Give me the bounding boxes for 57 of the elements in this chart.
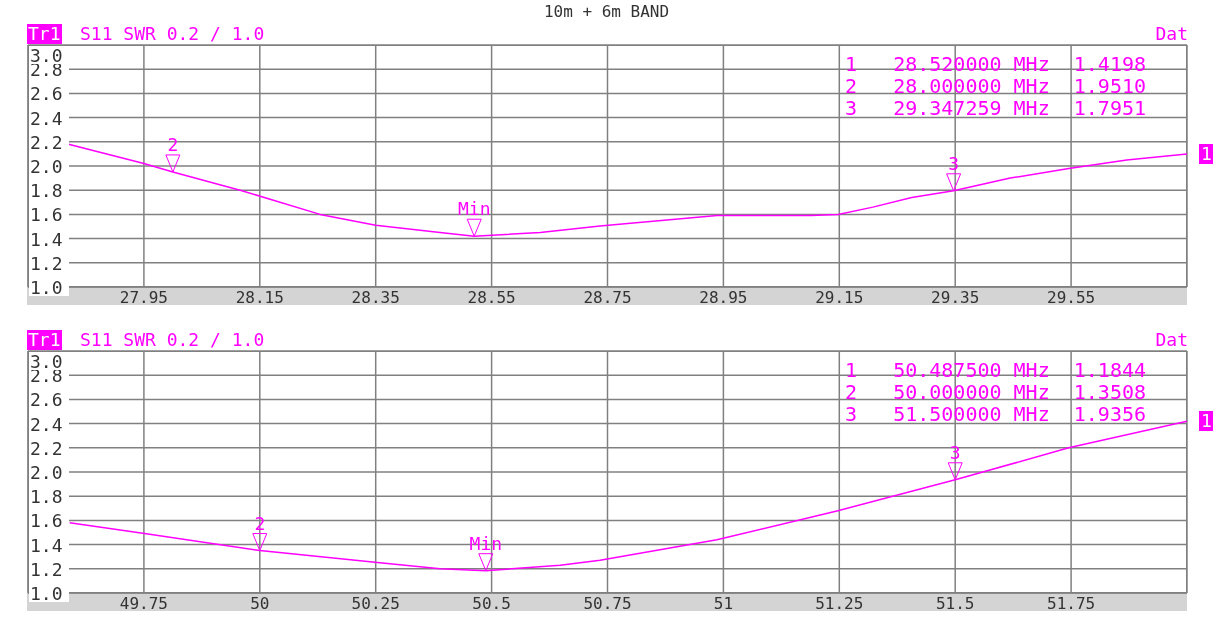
annotation: Min xyxy=(469,532,503,554)
y-tick-label: 1.8 xyxy=(30,180,63,202)
text: 1 xyxy=(1199,410,1213,432)
annotation: 2 xyxy=(254,512,266,534)
text: Dat xyxy=(1155,329,1188,350)
x-tick-label: 28.95 xyxy=(699,288,748,308)
text: Tr1 xyxy=(27,23,62,44)
x-tick-label: 29.15 xyxy=(815,288,864,308)
y-tick-label: 2.0 xyxy=(30,462,63,483)
y-tick-label: 1.0 xyxy=(30,583,63,604)
y-tick-label: 2.4 xyxy=(30,107,63,129)
x-tick-label: 50.75 xyxy=(583,594,632,614)
annotation: Min xyxy=(457,198,491,220)
annotation: 3 29.347259 MHz 1.7951 xyxy=(845,96,1147,120)
x-tick-label: 50 xyxy=(250,594,270,614)
annotation: 3 xyxy=(948,152,960,174)
x-tick-label: 28.55 xyxy=(467,288,516,308)
x-tick-label: 50.25 xyxy=(351,594,400,614)
text: Dat xyxy=(1155,23,1188,44)
x-tick-label: 28.35 xyxy=(351,288,400,308)
x-tick-label: 29.35 xyxy=(931,288,980,308)
annotation: 1 28.520000 MHz 1.4198 xyxy=(845,52,1147,76)
y-tick-label: 1.4 xyxy=(30,228,63,250)
y-tick-label: 2.2 xyxy=(30,131,63,153)
x-tick-label: 51.25 xyxy=(815,594,864,614)
chart-title: 10m + 6m BAND xyxy=(542,2,671,21)
text: S11 SWR 0.2 / 1.0 xyxy=(80,23,265,44)
text: S11 SWR 0.2 / 1.0 xyxy=(80,329,265,350)
x-tick-label: 51.5 xyxy=(935,594,975,614)
x-tick-label: 27.95 xyxy=(119,288,168,308)
x-tick-label: 28.15 xyxy=(235,288,284,308)
y-tick-label: 2.4 xyxy=(30,413,63,435)
annotation: 3 xyxy=(949,441,961,463)
x-tick-label: 50.5 xyxy=(472,594,511,614)
y-tick-label: 1.6 xyxy=(30,204,63,226)
y-tick-label: 1.4 xyxy=(30,534,63,556)
x-tick-label: 29.55 xyxy=(1047,288,1096,308)
annotation: 2 xyxy=(167,133,179,155)
y-tick-label: 2.0 xyxy=(30,156,63,177)
text: Tr1 xyxy=(27,329,62,350)
x-tick-label: 51.75 xyxy=(1047,594,1096,614)
annotation: 3 51.500000 MHz 1.9356 xyxy=(845,402,1147,426)
x-tick-label: 49.75 xyxy=(119,594,168,614)
text: 1 xyxy=(1199,142,1213,164)
y-tick-label: 1.2 xyxy=(30,558,63,580)
y-tick-label: 2.2 xyxy=(30,437,63,459)
y-tick-label: 1.2 xyxy=(30,252,63,274)
x-tick-label: 28.75 xyxy=(583,288,632,308)
y-tick-label: 2.6 xyxy=(30,389,63,411)
y-tick-label: 1.0 xyxy=(30,277,63,298)
y-tick-label: 1.6 xyxy=(30,510,63,532)
y-tick-label: 1.8 xyxy=(30,486,63,508)
x-tick-label: 51 xyxy=(713,594,734,614)
annotation: 2 50.000000 MHz 1.3508 xyxy=(845,380,1147,404)
annotation: 1 50.487500 MHz 1.1844 xyxy=(845,358,1147,382)
annotation: 2 28.000000 MHz 1.9510 xyxy=(845,74,1147,98)
y-tick-label: 2.6 xyxy=(30,83,63,105)
